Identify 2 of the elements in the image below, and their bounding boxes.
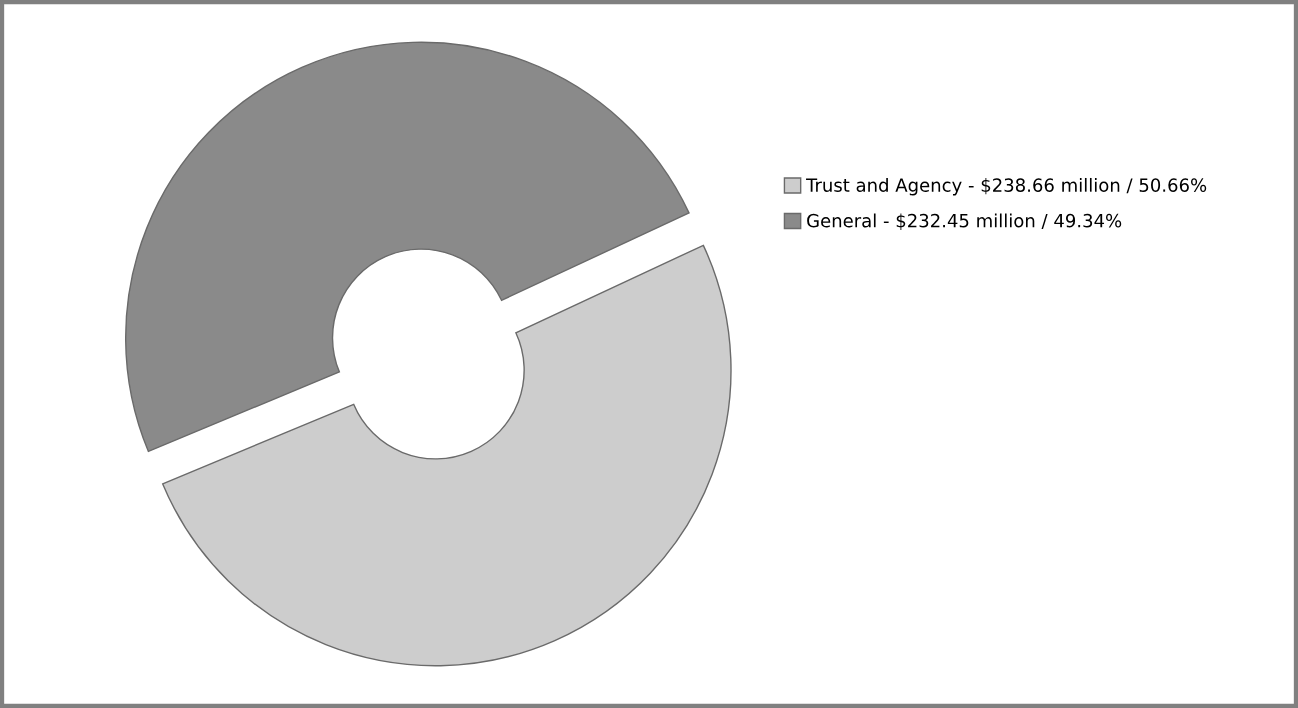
legend-label: General - $232.45 million / 49.34% xyxy=(807,213,1122,230)
legend-label: Trust and Agency - $238.66 million / 50.66% xyxy=(806,177,1207,196)
